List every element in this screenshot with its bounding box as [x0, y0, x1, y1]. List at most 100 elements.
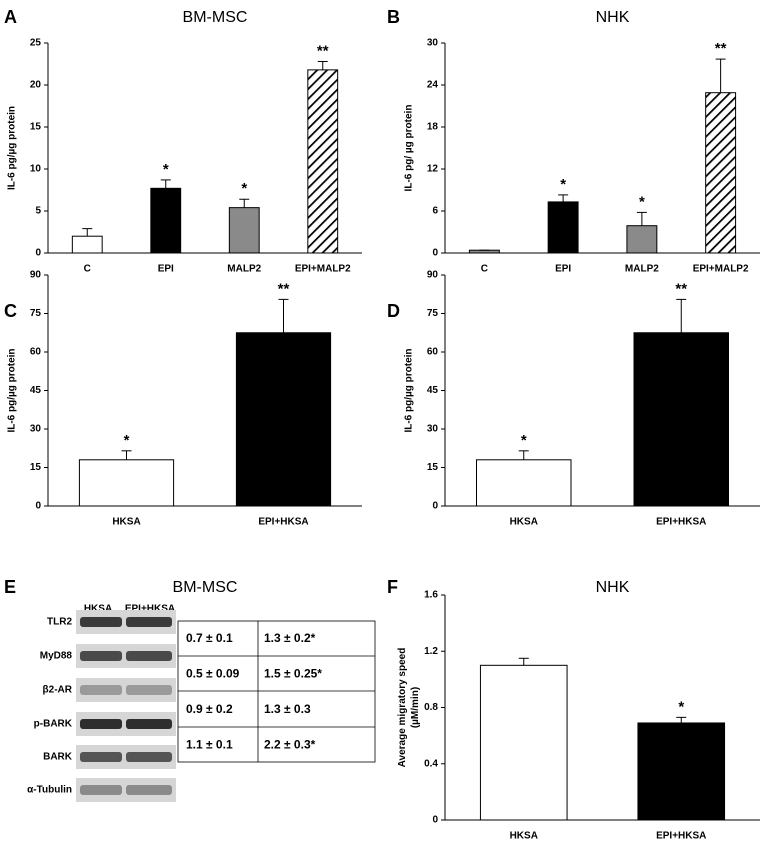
- y-tick-label: 5: [35, 206, 41, 217]
- panel-letter: A: [4, 7, 17, 27]
- y-tick-label: 0.8: [424, 702, 438, 713]
- y-tick-label: 75: [427, 308, 439, 319]
- table-cell: 0.7 ± 0.1: [186, 631, 233, 645]
- bar: [633, 332, 729, 507]
- blot-label: α-Tubulin: [27, 785, 72, 796]
- bar: [479, 664, 568, 821]
- blot-band: [126, 719, 172, 729]
- table-cell: 2.2 ± 0.3*: [264, 738, 316, 752]
- blot-label: MyD88: [40, 651, 73, 662]
- y-tick-label: 6: [432, 206, 438, 217]
- blot-band: [80, 719, 122, 729]
- x-tick-label: EPI+HKSA: [258, 517, 308, 528]
- significance: *: [639, 193, 645, 210]
- blot-panel: E BM-MSC HKSA EPI+HKSA: [4, 577, 376, 763]
- bar: [71, 235, 103, 254]
- blot-band: [80, 685, 122, 695]
- error-bar: [676, 298, 687, 333]
- column-header: EPI+HKSA: [125, 604, 175, 615]
- x-tick-label: EPI: [555, 264, 571, 275]
- y-axis-label: IL-6 pg/ µg protein: [404, 105, 415, 192]
- y-tick-label: 0: [432, 815, 438, 826]
- bar: [78, 459, 175, 507]
- x-tick-label: EPI+MALP2: [693, 264, 749, 275]
- blot-band: [126, 685, 172, 695]
- y-tick-label: 0: [432, 248, 438, 259]
- table-cell: 1.1 ± 0.1: [186, 738, 233, 752]
- error-bar: [317, 60, 328, 70]
- panel-letter: C: [4, 301, 17, 321]
- bar: [307, 69, 339, 254]
- y-tick-label: 24: [427, 80, 439, 91]
- y-tick-label: 30: [427, 424, 439, 435]
- y-tick-label: 20: [30, 80, 42, 91]
- bar: [150, 187, 182, 254]
- x-tick-label: EPI: [158, 264, 174, 275]
- y-axis-label: IL-6 pg/µg protein: [7, 106, 18, 190]
- y-axis-label: IL-6 pg/µg protein: [404, 348, 415, 432]
- table-cell: 0.5 ± 0.09: [186, 667, 240, 681]
- y-axis-label: (µM/min): [410, 687, 421, 728]
- blot-band: [126, 617, 172, 627]
- blot-band: [126, 785, 172, 795]
- error-bar: [518, 450, 529, 460]
- bar: [228, 207, 260, 254]
- significance: **: [715, 40, 727, 57]
- y-tick-label: 60: [30, 347, 42, 358]
- chart-title: BM-MSC: [183, 9, 248, 26]
- y-tick-label: 0: [35, 248, 41, 259]
- panel-letter: E: [4, 577, 16, 597]
- error-bar: [239, 198, 250, 208]
- table-cell: 0.9 ± 0.2: [186, 702, 233, 716]
- error-bar: [636, 211, 647, 226]
- panel-letter: F: [387, 577, 398, 597]
- bar: [547, 201, 579, 254]
- significance: *: [124, 432, 130, 449]
- error-bar: [558, 194, 569, 202]
- x-tick-label: MALP2: [625, 264, 659, 275]
- x-tick-label: HKSA: [510, 517, 538, 528]
- error-bar: [278, 298, 289, 333]
- significance: **: [278, 280, 290, 297]
- x-tick-label: HKSA: [112, 517, 140, 528]
- y-tick-label: 18: [427, 122, 439, 133]
- panel-letter: B: [387, 7, 400, 27]
- error-bar: [160, 179, 171, 189]
- y-tick-label: 12: [427, 164, 439, 175]
- y-tick-label: 75: [30, 308, 42, 319]
- blot-band: [80, 785, 122, 795]
- blot-title: BM-MSC: [173, 579, 238, 596]
- bar: [235, 332, 332, 507]
- y-tick-label: 60: [427, 347, 439, 358]
- significance: **: [675, 280, 687, 297]
- significance: *: [560, 176, 566, 193]
- significance: *: [163, 161, 169, 178]
- x-tick-label: EPI+HKSA: [656, 831, 706, 842]
- blot-band: [80, 752, 122, 762]
- y-tick-label: 30: [30, 424, 42, 435]
- error-bar: [121, 450, 132, 460]
- y-tick-label: 1.6: [424, 590, 438, 601]
- bar: [476, 459, 572, 507]
- y-axis-label: Average migratory speed: [397, 648, 408, 768]
- y-tick-label: 45: [427, 385, 439, 396]
- y-tick-label: 15: [427, 462, 439, 473]
- y-tick-label: 45: [30, 385, 42, 396]
- table-cell: 1.5 ± 0.25*: [264, 667, 322, 681]
- chart-title: NHK: [596, 579, 630, 596]
- x-tick-label: C: [481, 264, 488, 275]
- y-axis-label: IL-6 pg/µg protein: [7, 348, 18, 432]
- table-cell: 1.3 ± 0.3: [264, 702, 311, 716]
- blot-label: p-BARK: [34, 719, 73, 730]
- x-tick-label: HKSA: [510, 831, 538, 842]
- table-cell: 1.3 ± 0.2*: [264, 631, 316, 645]
- bar: [705, 92, 737, 254]
- y-tick-label: 0: [432, 501, 438, 512]
- blot-band: [80, 651, 122, 661]
- y-tick-label: 10: [30, 164, 42, 175]
- x-tick-label: EPI+MALP2: [295, 264, 351, 275]
- y-tick-label: 25: [30, 38, 42, 49]
- panel-letter: D: [387, 301, 400, 321]
- y-tick-label: 30: [427, 38, 439, 49]
- significance: *: [241, 180, 247, 197]
